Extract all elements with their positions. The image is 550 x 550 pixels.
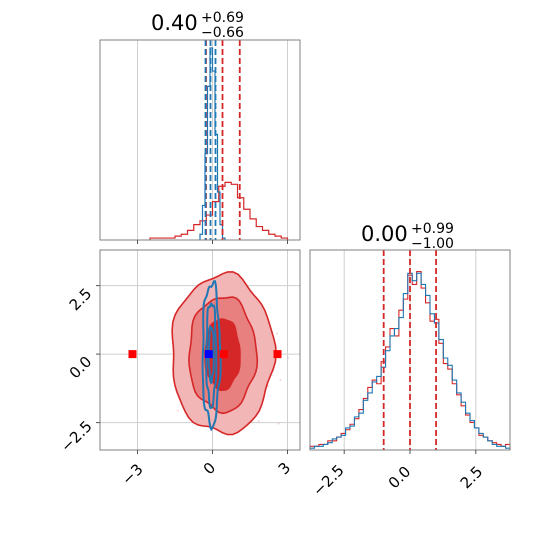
title-bottom-right-value: 0.00 <box>361 222 408 246</box>
marker-3 <box>204 350 213 359</box>
panel-bottom-right: 0.00 +0.99 −1.00 −2.5 0.0 2.5 <box>309 221 511 500</box>
scatter-point <box>176 409 179 412</box>
br-xtick-label-neg2.5: −2.5 <box>309 461 347 499</box>
ytick-label-0.0: 0.0 <box>66 353 96 383</box>
ytick-label-2.5: 2.5 <box>66 285 96 315</box>
panel-top-left: 0.40 +0.69 −0.66 <box>99 10 301 244</box>
xtick-label-3: 3 <box>275 459 294 478</box>
title-top-left-minus: −0.66 <box>201 25 244 41</box>
marker-0 <box>128 350 137 359</box>
xtick-label-0: 0 <box>200 459 219 478</box>
contour-blue-0 <box>201 280 222 432</box>
frame-bottom-left <box>99 249 301 451</box>
title-bottom-right-minus: −1.00 <box>411 236 454 252</box>
frame-top-left <box>99 39 301 241</box>
xtick-label-neg3: −3 <box>118 460 146 488</box>
title-top-left-value: 0.40 <box>151 11 198 35</box>
truth-markers <box>128 350 282 359</box>
quantile-lines-bottom-right <box>382 250 437 450</box>
ticks-bottom-right <box>343 450 477 454</box>
marker-2 <box>219 350 228 359</box>
scatter-point <box>279 379 282 381</box>
ticks-bottom-left <box>96 285 288 454</box>
scatter-point <box>257 420 260 423</box>
panel-bottom-left: 2.5 0.0 −2.5 −3 0 3 <box>57 249 301 489</box>
histogram-red <box>149 181 289 240</box>
scatter-point <box>277 422 280 425</box>
br-xtick-label-2.5: 2.5 <box>457 463 487 493</box>
scatter-point <box>287 357 290 359</box>
marker-1 <box>273 350 282 359</box>
title-top-left-plus: +0.69 <box>201 10 244 26</box>
title-bottom-right-plus: +0.99 <box>411 221 454 237</box>
histogram-blue <box>199 47 226 240</box>
scatter-point <box>267 385 270 388</box>
br-xtick-label-0.0: 0.0 <box>385 463 415 493</box>
quantile-lines-top-left <box>204 40 241 240</box>
histograms-top-left <box>149 47 289 240</box>
scatter-point <box>276 332 278 335</box>
ytick-label-neg2.5: −2.5 <box>57 417 95 455</box>
ticks-top-left <box>137 240 288 244</box>
